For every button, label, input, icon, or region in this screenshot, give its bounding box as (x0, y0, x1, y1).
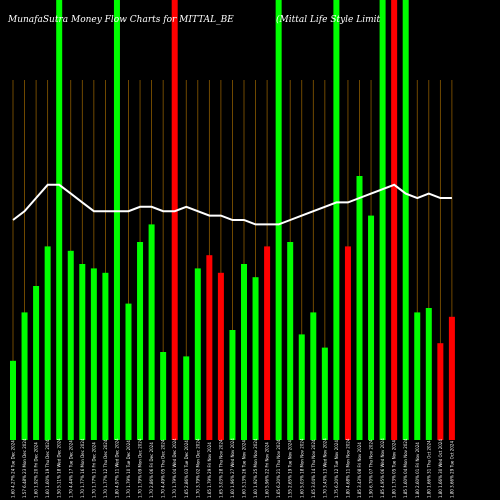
bar (414, 312, 421, 440)
x-tick-label: 1.65 3.03% 28 Thu Nov 2024 (218, 439, 223, 498)
bars (10, 0, 455, 440)
x-tick-label: 1.80 1.66% 31 Thu Oct 2024 (426, 440, 431, 498)
bar (368, 215, 375, 440)
x-tick-label: 1.70 1.77% 12 Thu Dec 2024 (103, 439, 108, 498)
bar (402, 0, 409, 440)
bar (44, 246, 51, 440)
bar (183, 356, 190, 440)
bar (448, 316, 455, 440)
x-tick-label: 1.60 1.92% 20 Fri Dec 2024 (34, 442, 39, 498)
x-tick-labels: 1.60 4.27% 24 Tue Dec 2024 1.57 6.48% 23 … (11, 438, 455, 498)
bar (310, 312, 317, 440)
bar (298, 334, 305, 440)
x-tick-label: 1.85 3.43% 08 Fri Nov 2024 (357, 442, 362, 498)
x-tick-label: 1.65 6.20% 21 Thu Nov 2024 (276, 439, 281, 498)
bar (344, 246, 351, 440)
x-tick-label: 1.65 2.86% 03 Tue Dec 2024 (184, 440, 189, 498)
bar (264, 246, 271, 440)
x-tick-label: 1.70 2.86% 06 Fri Dec 2024 (149, 442, 154, 498)
bar (102, 272, 109, 440)
bar (137, 242, 144, 440)
bar (379, 0, 386, 440)
x-tick-label: 1.60 3.13% 26 Tue Nov 2024 (242, 440, 247, 498)
x-tick-label: 1.75 6.20% 12 Tue Nov 2024 (334, 440, 339, 498)
bar (194, 268, 201, 440)
x-tick-label: 1.60 1.92% 25 Mon Nov 2024 (253, 438, 258, 498)
bar (90, 268, 97, 440)
x-tick-label: 1.57 6.48% 23 Mon Dec 2024 (22, 438, 27, 498)
bar (33, 286, 40, 440)
bar (275, 0, 282, 440)
x-tick-label: 1.70 4.44% 17 Tue Dec 2024 (68, 440, 73, 498)
x-tick-label: 1.65 3.04% 14 Thu Nov 2024 (311, 439, 316, 498)
bar (356, 176, 363, 440)
x-tick-label: 1.70 1.77% 13 Fri Dec 2024 (91, 442, 96, 498)
bar (79, 264, 86, 440)
x-tick-label: 1.50 5.11% 18 Wed Dec 2024 (57, 438, 62, 498)
x-tick-label: 1.60 4.27% 24 Tue Dec 2024 (11, 440, 16, 498)
x-tick-label: 1.70 1.79% 04 Wed Dec 2024 (172, 438, 177, 498)
x-tick-label: 1.80 4.97% 11 Wed Dec 2024 (114, 438, 119, 498)
bar (333, 0, 340, 440)
bar (229, 330, 236, 440)
bar (206, 255, 213, 440)
x-tick-label: 1.70 1.79% 09 Mon Dec 2024 (138, 438, 143, 498)
x-tick-label: 1.70 1.77% 16 Mon Dec 2024 (80, 438, 85, 498)
x-tick-label: 1.90 6.70% 07 Thu Nov 2024 (369, 439, 374, 498)
x-tick-label: 1.55 2.65% 19 Tue Nov 2024 (288, 440, 293, 498)
x-tick-label: 1.85 4.95% 06 Wed Nov 2024 (380, 438, 385, 498)
x-tick-label: 1.80 1.73% 05 Tue Nov 2024 (392, 440, 397, 498)
x-tick-label: 1.65 1.79% 29 Fri Nov 2024 (207, 442, 212, 498)
bar (10, 360, 16, 440)
bar (125, 303, 132, 440)
x-tick-label: 1.60 1.60% 19 Thu Dec 2024 (45, 439, 50, 498)
bar (148, 224, 155, 440)
x-tick-label: 1.80 3.66% 29 Tue Oct 2024 (449, 441, 454, 498)
bar (321, 347, 328, 440)
bar (241, 264, 247, 440)
bar (391, 0, 398, 440)
bar (67, 250, 74, 440)
bar (21, 312, 28, 440)
x-tick-label: 1.70 4.49% 05 Thu Dec 2024 (161, 439, 166, 498)
bar (113, 0, 120, 440)
chart-title-right: (Mittal Life Style Limit (276, 14, 381, 25)
x-tick-label: 1.60 5.96% 22 Fri Nov 2024 (265, 442, 270, 498)
x-tick-label: 1.85 1.60% 04 Mon Nov 2024 (403, 438, 408, 498)
x-tick-label: 1.80 1.66% 30 Wed Oct 2024 (438, 439, 443, 498)
x-tick-label: 1.70 3.79% 02 Mon Dec 2024 (195, 438, 200, 498)
x-tick-label: 1.70 1.79% 10 Tue Dec 2024 (126, 440, 131, 498)
x-tick-label: 1.60 5.03% 18 Mon Nov 2024 (299, 438, 304, 498)
bar (437, 343, 444, 440)
bar (425, 308, 432, 440)
x-tick-label: 1.60 1.96% 27 Wed Nov 2024 (230, 438, 235, 498)
x-tick-label: 1.80 4.68% 11 Mon Nov 2024 (345, 438, 350, 498)
bar (160, 352, 167, 440)
x-tick-label: 1.80 2.60% 01 Fri Nov 2024 (415, 442, 420, 498)
bar (217, 272, 224, 440)
bar (252, 277, 259, 440)
bar (56, 0, 63, 440)
x-tick-label: 1.70 3.43% 13 Wed Nov 2024 (322, 438, 327, 498)
money-flow-line (12, 183, 452, 226)
chart-title-left: MunafaSutra Money Flow Charts for MITTAL… (7, 15, 234, 25)
bar (287, 242, 294, 440)
bar (171, 0, 178, 440)
